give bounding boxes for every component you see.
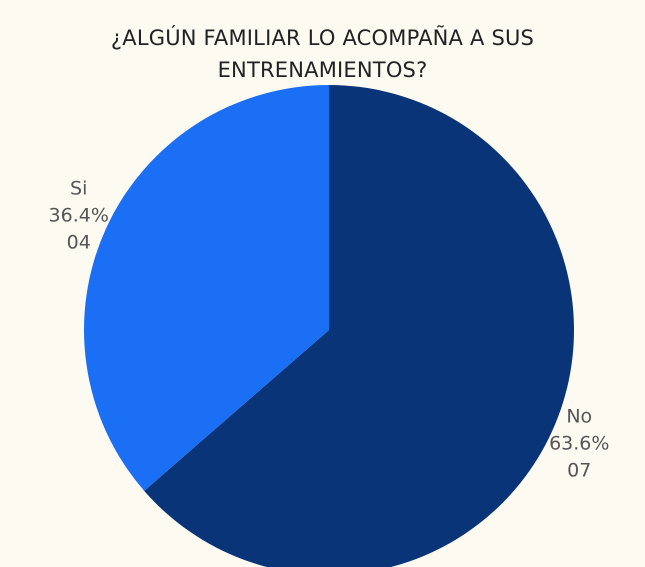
category-label: Si [70,178,87,200]
chart-title: ¿ALGÚN FAMILIAR LO ACOMPAÑA A SUS ENTREN… [110,26,535,82]
count-label: 04 [67,232,91,254]
category-label: No [566,405,592,427]
count-label: 07 [567,459,591,481]
pie-slice [83,85,329,491]
pie-slice [144,85,574,567]
value-label: 63.6% [549,432,609,454]
value-label: 36.4% [49,205,109,227]
